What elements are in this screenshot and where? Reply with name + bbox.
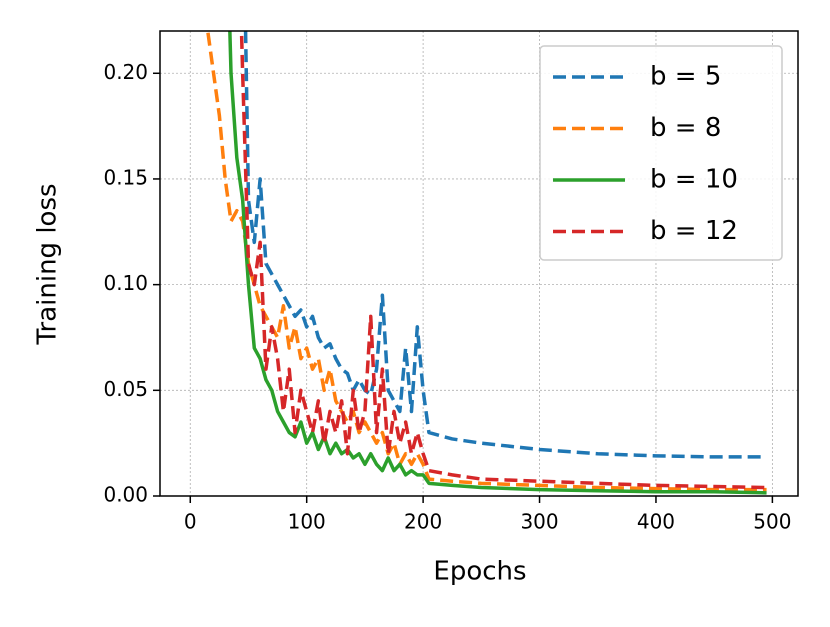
y-axis-label: Training loss	[33, 183, 63, 345]
legend-label: b = 5	[650, 62, 721, 92]
legend-label: b = 8	[650, 113, 721, 143]
x-tick-label: 500	[753, 510, 791, 534]
x-tick-label: 100	[288, 510, 326, 534]
data-line	[205, 31, 767, 492]
y-tick-label: 0.10	[103, 271, 148, 295]
y-tick-label: 0.20	[103, 60, 148, 84]
legend-box	[539, 45, 783, 261]
y-tick-label: 0.00	[103, 483, 148, 507]
x-tick-label: 200	[404, 510, 442, 534]
plot-area	[205, 31, 767, 495]
data-line	[243, 31, 767, 459]
legend-label: b = 12	[650, 216, 738, 246]
x-axis-label: Epochs	[433, 557, 526, 587]
x-tick-label: 300	[520, 510, 558, 534]
legend: b = 5 b = 8 b = 10 b = 12	[539, 45, 783, 261]
y-tick-label: 0.05	[103, 377, 148, 401]
x-tick-label: 400	[637, 510, 675, 534]
y-tick-label: 0.15	[103, 165, 148, 189]
plot-frame	[159, 30, 799, 497]
data-line	[239, 31, 767, 490]
legend-label: b = 10	[650, 165, 738, 195]
x-tick-label: 0	[184, 510, 197, 534]
